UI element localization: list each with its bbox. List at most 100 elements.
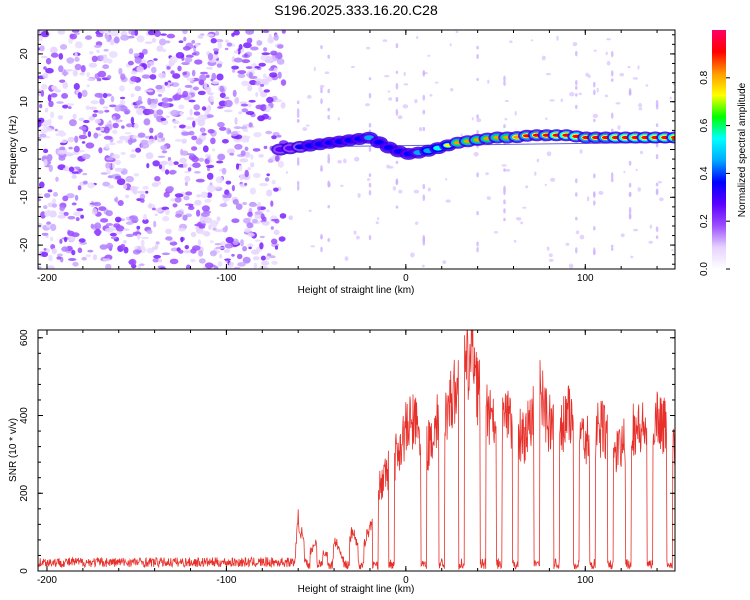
noise-speckle — [274, 245, 279, 250]
noise-speckle — [56, 256, 62, 260]
noise-speckle — [46, 209, 52, 215]
noise-speckle — [575, 192, 578, 197]
noise-speckle — [44, 193, 51, 198]
noise-speckle — [422, 194, 426, 202]
noise-speckle — [546, 246, 550, 251]
noise-speckle — [206, 164, 215, 169]
noise-speckle — [38, 117, 45, 124]
noise-speckle — [261, 260, 270, 266]
noise-speckle — [186, 264, 191, 269]
noise-speckle — [42, 72, 49, 79]
noise-speckle — [427, 187, 431, 192]
noise-speckle — [39, 128, 48, 134]
noise-speckle — [628, 182, 632, 188]
noise-speckle — [81, 256, 87, 261]
noise-speckle — [85, 35, 92, 40]
noise-speckle — [655, 154, 659, 160]
noise-speckle — [113, 223, 121, 228]
noise-speckle — [114, 105, 121, 112]
noise-speckle — [635, 168, 638, 172]
noise-speckle — [50, 236, 54, 242]
noise-speckle — [106, 167, 111, 175]
noise-speckle — [125, 233, 134, 238]
noise-speckle — [308, 209, 312, 212]
noise-speckle — [99, 55, 104, 61]
noise-speckle — [182, 162, 188, 168]
noise-speckle — [130, 93, 135, 98]
noise-speckle — [277, 44, 284, 49]
noise-speckle — [119, 100, 126, 105]
noise-speckle — [183, 195, 190, 201]
noise-speckle — [177, 87, 182, 94]
noise-speckle — [197, 119, 206, 127]
noise-speckle — [71, 232, 80, 238]
colorbar — [712, 30, 726, 269]
noise-speckle — [575, 104, 578, 110]
noise-speckle — [43, 159, 48, 166]
noise-speckle — [211, 148, 216, 152]
noise-speckle — [154, 98, 159, 104]
noise-speckle — [422, 184, 426, 190]
noise-speckle — [100, 172, 109, 175]
noise-speckle — [487, 79, 490, 84]
noise-speckle — [122, 228, 130, 231]
noise-speckle — [194, 59, 203, 65]
noise-speckle — [395, 160, 399, 164]
noise-speckle — [154, 213, 158, 217]
noise-speckle — [186, 77, 195, 82]
noise-speckle — [66, 57, 75, 64]
snr-x-ticks: -200 -100 0 100 — [37, 330, 658, 586]
noise-speckle — [133, 123, 139, 129]
noise-speckle — [273, 67, 278, 74]
noise-speckle — [254, 78, 262, 82]
noise-speckle — [45, 126, 51, 132]
noise-speckle — [249, 187, 256, 195]
noise-speckle — [56, 101, 64, 104]
noise-speckle — [191, 135, 198, 141]
noise-speckle — [128, 48, 134, 55]
noise-speckle — [415, 221, 419, 225]
noise-speckle — [109, 232, 117, 237]
noise-speckle — [158, 164, 163, 170]
noise-speckle — [77, 185, 82, 191]
noise-speckle — [210, 220, 218, 228]
noise-speckle — [121, 125, 125, 129]
noise-speckle — [255, 92, 259, 97]
noise-speckle — [226, 127, 231, 135]
noise-speckle — [221, 167, 227, 175]
noise-speckle — [238, 111, 243, 115]
noise-speckle — [120, 151, 126, 155]
noise-speckle — [327, 205, 331, 209]
noise-speckle — [302, 127, 308, 131]
noise-speckle — [217, 106, 224, 109]
noise-speckle — [142, 186, 149, 190]
noise-speckle — [279, 213, 287, 219]
noise-speckle — [525, 185, 529, 189]
noise-speckle — [575, 216, 578, 221]
noise-speckle — [90, 100, 99, 105]
ridge-blob-core — [671, 135, 675, 140]
noise-speckle — [140, 198, 145, 203]
noise-speckle — [628, 206, 632, 214]
noise-speckle — [196, 209, 201, 217]
noise-speckle — [165, 40, 171, 44]
noise-speckle — [123, 183, 128, 190]
noise-speckle — [188, 130, 195, 136]
noise-speckle — [156, 134, 160, 137]
noise-speckle — [368, 77, 372, 81]
noise-speckle — [74, 52, 78, 58]
noise-speckle — [610, 78, 614, 82]
noise-speckle — [74, 135, 79, 143]
noise-speckle — [45, 67, 54, 74]
noise-speckle — [233, 126, 242, 130]
noise-speckle — [214, 229, 224, 233]
noise-speckle — [157, 94, 163, 97]
noise-speckle — [221, 139, 229, 144]
noise-speckle — [106, 75, 112, 79]
noise-speckle — [365, 103, 370, 107]
noise-speckle — [184, 203, 194, 206]
colorbar-label: Normalized spectral amplitude — [737, 82, 748, 217]
noise-speckle — [327, 158, 331, 164]
noise-speckle — [201, 205, 210, 212]
noise-speckle — [215, 31, 220, 36]
